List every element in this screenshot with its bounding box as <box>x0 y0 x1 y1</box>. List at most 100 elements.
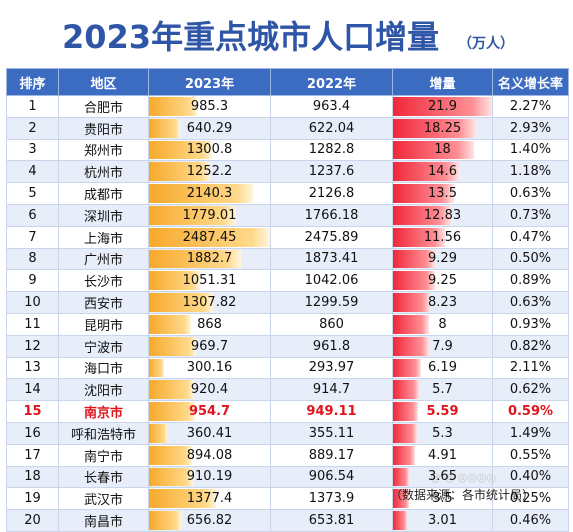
cell-growth-rate: 1.49% <box>492 421 569 445</box>
cell-increase: 21.9 <box>392 95 493 118</box>
cell-increase-value: 3.01 <box>428 513 457 529</box>
cell-2022-value: 1373.9 <box>308 491 355 507</box>
cell-2022: 1873.41 <box>270 247 393 271</box>
bar-2023 <box>149 271 201 291</box>
cell-increase-value: 11.56 <box>423 229 462 245</box>
cell-2023: 868 <box>148 312 271 336</box>
cell-2023-value: 1779.01 <box>182 207 237 223</box>
cell-2022-value: 860 <box>319 316 344 332</box>
cell-growth-rate-value: 0.55% <box>509 447 552 463</box>
cell-increase-value: 3.65 <box>428 469 457 485</box>
cell-growth-rate: 2.11% <box>492 356 569 380</box>
cell-2023: 300.16 <box>148 356 271 380</box>
cell-rank: 16 <box>6 421 59 445</box>
cell-2023-value: 920.4 <box>190 382 229 398</box>
bar-2023 <box>149 293 213 312</box>
cell-growth-rate: 0.82% <box>492 334 569 358</box>
table-row: 3 郑州市 1300.8 1282.8 18 1.40% <box>6 138 569 162</box>
cell-2023: 1252.2 <box>148 160 271 184</box>
cell-2022: 1282.8 <box>270 138 393 162</box>
cell-2022-value: 963.4 <box>312 98 351 114</box>
bar-2023 <box>149 511 181 530</box>
table-row: 13 海口市 300.16 293.97 6.19 2.11% <box>6 356 569 380</box>
table-row: 11 昆明市 868 860 8 0.93% <box>6 312 569 336</box>
table-row: 8 广州市 1882.7 1873.41 9.29 0.50% <box>6 247 569 271</box>
cell-growth-rate-value: 2.27% <box>509 98 552 114</box>
table-row: 7 上海市 2487.45 2475.89 11.56 0.47% <box>6 225 569 249</box>
cell-2023-value: 868 <box>197 316 222 332</box>
cell-growth-rate: 0.89% <box>492 269 569 293</box>
bar-2023 <box>149 249 241 269</box>
cell-city: 南京市 <box>58 400 149 423</box>
cell-rank-value: 4 <box>28 164 37 180</box>
cell-city-value: 长沙市 <box>83 275 123 291</box>
cell-growth-rate-value: 0.82% <box>509 338 552 354</box>
cell-growth-rate-value: 0.62% <box>509 382 552 398</box>
cell-increase-value: 21.9 <box>428 98 457 114</box>
cell-rank-value: 5 <box>28 186 37 202</box>
table-row: 15 南京市 954.7 949.11 5.59 0.59% <box>6 400 569 423</box>
table-row: 14 沈阳市 920.4 914.7 5.7 0.62% <box>6 378 569 402</box>
cell-2022-value: 914.7 <box>312 382 351 398</box>
cell-city-value: 合肥市 <box>83 100 123 116</box>
cell-growth-rate: 0.40% <box>492 465 569 489</box>
cell-growth-rate-value: 0.93% <box>509 316 552 332</box>
bar-2023 <box>149 445 193 465</box>
cell-2023: 640.29 <box>148 116 271 140</box>
cell-rank: 18 <box>6 465 59 489</box>
cell-city-value: 西安市 <box>83 297 123 313</box>
cell-2022: 293.97 <box>270 356 393 380</box>
cell-rank: 7 <box>6 225 59 249</box>
cell-increase-value: 5.3 <box>432 425 453 441</box>
cell-increase-value: 8 <box>438 316 447 332</box>
cell-2023-value: 2487.45 <box>182 229 237 245</box>
cell-rank-value: 1 <box>28 98 37 114</box>
cell-rank: 1 <box>6 95 59 118</box>
cell-2022: 1766.18 <box>270 203 393 227</box>
cell-growth-rate: 0.62% <box>492 378 569 402</box>
bar-2023 <box>149 140 213 160</box>
cell-city: 南昌市 <box>58 509 149 532</box>
cell-city: 深圳市 <box>58 203 149 227</box>
bar-2023 <box>149 314 192 334</box>
cell-city-value: 宁波市 <box>83 340 123 356</box>
table-row: 5 成都市 2140.3 2126.8 13.5 0.63% <box>6 182 569 205</box>
cell-city: 呼和浩特市 <box>58 421 149 445</box>
cell-increase: 9.25 <box>392 269 493 293</box>
cell-city-value: 武汉市 <box>83 493 123 509</box>
bar-increase <box>393 511 407 530</box>
unit-label: （万人） <box>458 36 514 52</box>
cell-2022-value: 293.97 <box>308 360 355 376</box>
cell-growth-rate: 0.46% <box>492 509 569 532</box>
cell-2023: 1307.82 <box>148 291 271 314</box>
bar-increase <box>393 118 476 138</box>
header-row: 排序 地区 2023年 2022年 增量 名义增长率 <box>6 68 569 96</box>
cell-2023-value: 894.08 <box>186 447 233 463</box>
watermark: @ ◎ ◎◎◎◎ <box>430 471 496 484</box>
cell-rank-value: 9 <box>28 273 37 289</box>
cell-increase-value: 18.25 <box>423 120 462 136</box>
cell-rank: 2 <box>6 116 59 140</box>
bar-increase <box>393 271 435 291</box>
bar-increase <box>393 205 451 225</box>
cell-2022-value: 1766.18 <box>304 207 359 223</box>
cell-2022-value: 2126.8 <box>308 186 355 202</box>
cell-increase: 5.59 <box>392 400 493 423</box>
cell-2023-value: 954.7 <box>188 404 231 420</box>
cell-city-value: 沈阳市 <box>83 384 123 400</box>
cell-2022: 914.7 <box>270 378 393 402</box>
cell-2023-value: 300.16 <box>186 360 233 376</box>
cell-rank: 3 <box>6 138 59 162</box>
cell-city: 武汉市 <box>58 487 149 511</box>
cell-city: 广州市 <box>58 247 149 271</box>
cell-city: 上海市 <box>58 225 149 249</box>
cell-growth-rate-value: 2.11% <box>509 360 552 376</box>
cell-increase: 12.83 <box>392 203 493 227</box>
cell-growth-rate-value: 0.63% <box>509 186 552 202</box>
cell-rank: 12 <box>6 334 59 358</box>
bar-2023 <box>149 162 210 182</box>
cell-growth-rate: 1.18% <box>492 160 569 184</box>
cell-increase-value: 14.6 <box>428 164 457 180</box>
cell-rank: 17 <box>6 443 59 467</box>
cell-rank-value: 17 <box>24 447 41 463</box>
